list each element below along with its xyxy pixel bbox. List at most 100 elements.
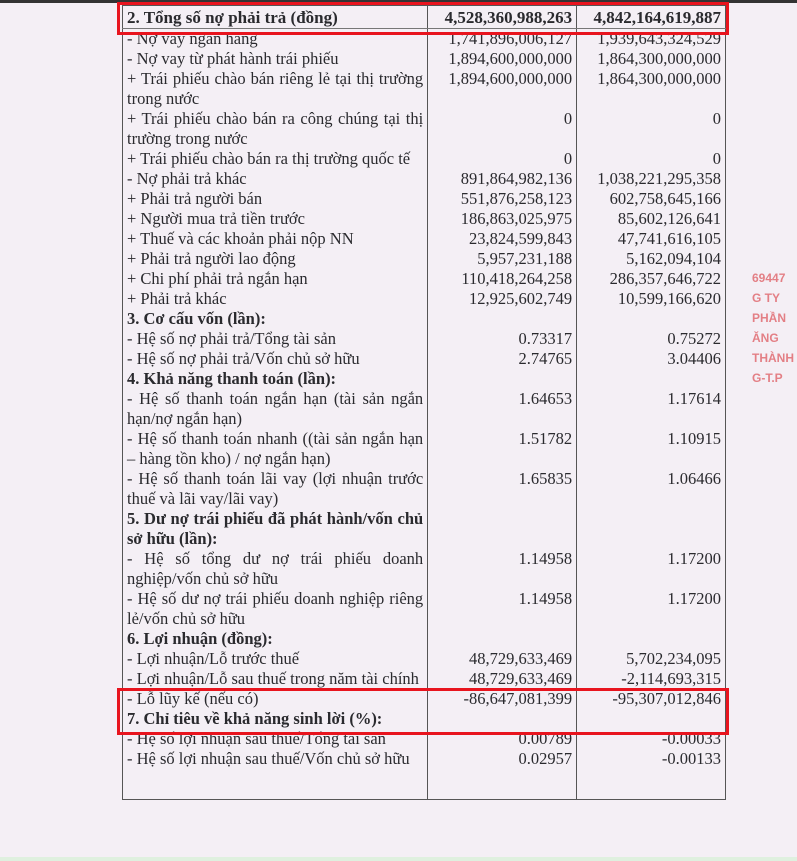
row-label: - Nợ phải trả khác — [121, 169, 429, 189]
stamp-text: G TY — [752, 291, 781, 305]
value-period-1 — [427, 629, 578, 649]
value-period-1: 4,528,360,988,263 — [427, 5, 578, 29]
row-label: - Nợ vay từ phát hành trái phiếu — [121, 49, 429, 69]
value-period-1: 891,864,982,136 — [427, 169, 578, 189]
top-bar — [0, 0, 797, 3]
value-period-1: 1.64653 — [427, 389, 578, 429]
row-label: + Trái phiếu chào bán ra thị trường quốc… — [121, 149, 429, 169]
table-row: - Nợ vay từ phát hành trái phiếu 1,894,60… — [121, 49, 726, 69]
table-row: - Hệ số tổng dư nợ trái phiếu doanh nghi… — [121, 549, 726, 589]
value-period-1: 0.73317 — [427, 329, 578, 349]
row-label: + Trái phiếu chào bán riêng lẻ tại thị t… — [121, 69, 429, 109]
value-period-2: -95,307,012,846 — [576, 689, 726, 709]
table-row: - Hệ số thanh toán ngắn hạn (tài sản ngắ… — [121, 389, 726, 429]
value-period-2: 3.04406 — [576, 349, 726, 369]
value-period-1 — [427, 309, 578, 329]
row-label: + Người mua trả tiền trước — [121, 209, 429, 229]
stamp-text: THÀNH — [752, 351, 794, 365]
table-row: + Phải trả người bán 551,876,258,123 602,7… — [121, 189, 726, 209]
value-period-1: 1.51782 — [427, 429, 578, 469]
table-bottom-spacer — [121, 769, 726, 800]
value-period-2: 1.06466 — [576, 469, 726, 509]
value-period-2 — [576, 369, 726, 389]
row-label: 5. Dư nợ trái phiếu đã phát hành/vốn chủ… — [121, 509, 429, 549]
value-period-2: 0.75272 — [576, 329, 726, 349]
table-row: + Phải trả người lao động 5,957,231,188 5,… — [121, 249, 726, 269]
table-row: - Lợi nhuận/Lỗ sau thuế trong năm tài ch… — [121, 669, 726, 689]
value-period-1: 12,925,602,749 — [427, 289, 578, 309]
table-row: - Lỗ lũy kế (nếu có) -86,647,081,399 -95,3… — [121, 689, 726, 709]
value-period-1: 1,894,600,000,000 — [427, 49, 578, 69]
table-row: - Lợi nhuận/Lỗ trước thuế 48,729,633,469 5… — [121, 649, 726, 669]
section-header-row: 5. Dư nợ trái phiếu đã phát hành/vốn chủ… — [121, 509, 726, 549]
value-period-2: 286,357,646,722 — [576, 269, 726, 289]
stamp-text: 69447 — [752, 271, 786, 285]
table-row: + Chi phí phải trả ngắn hạn 110,418,264,2… — [121, 269, 726, 289]
value-period-1: 0.02957 — [427, 749, 578, 769]
value-period-2: 47,741,616,105 — [576, 229, 726, 249]
table-row: + Thuế và các khoản phải nộp NN 23,824,59… — [121, 229, 726, 249]
value-period-1 — [427, 509, 578, 549]
row-label: - Hệ số dư nợ trái phiếu doanh nghiệp ri… — [121, 589, 429, 629]
row-label: - Hệ số lợi nhuận sau thuế/Vốn chủ sở hữ… — [121, 749, 429, 769]
total-row: 2. Tổng số nợ phải trả (đồng) 4,528,360,9… — [121, 5, 726, 29]
bottom-bar — [0, 857, 797, 861]
table-row: + Trái phiếu chào bán ra thị trường quốc… — [121, 149, 726, 169]
table-row: - Hệ số thanh toán nhanh ((tài sản ngắn … — [121, 429, 726, 469]
row-label: 7. Chỉ tiêu về khả năng sinh lời (%): — [121, 709, 429, 729]
value-period-2: 602,758,645,166 — [576, 189, 726, 209]
value-period-2: 0 — [576, 109, 726, 149]
value-period-2: 5,702,234,095 — [576, 649, 726, 669]
value-period-1: 2.74765 — [427, 349, 578, 369]
value-period-2 — [576, 629, 726, 649]
value-period-2: 85,602,126,641 — [576, 209, 726, 229]
value-period-1: 1,894,600,000,000 — [427, 69, 578, 109]
section-header-row: 4. Khả năng thanh toán (lần): — [121, 369, 726, 389]
value-period-2: 1,864,300,000,000 — [576, 49, 726, 69]
value-period-1: 48,729,633,469 — [427, 669, 578, 689]
value-period-1: 1.14958 — [427, 549, 578, 589]
empty-cell — [427, 769, 578, 800]
value-period-1: 0 — [427, 149, 578, 169]
value-period-1: 0 — [427, 109, 578, 149]
table-row: - Hệ số nợ phải trả/Tổng tài sản 0.73317 0… — [121, 329, 726, 349]
value-period-1: 48,729,633,469 — [427, 649, 578, 669]
financial-table: 2. Tổng số nợ phải trả (đồng) 4,528,360,9… — [121, 5, 726, 800]
value-period-1: -86,647,081,399 — [427, 689, 578, 709]
row-label: + Chi phí phải trả ngắn hạn — [121, 269, 429, 289]
value-period-2: 1.17200 — [576, 589, 726, 629]
section-header-row: 3. Cơ cấu vốn (lần): — [121, 309, 726, 329]
value-period-2: 1.17614 — [576, 389, 726, 429]
value-period-2: 10,599,166,620 — [576, 289, 726, 309]
company-stamp: 69447 G TY PHẦN ĂNG THÀNH G-T.P — [752, 268, 794, 388]
row-label: - Lợi nhuận/Lỗ sau thuế trong năm tài ch… — [121, 669, 429, 689]
row-label: 2. Tổng số nợ phải trả (đồng) — [121, 5, 429, 29]
empty-cell — [121, 769, 429, 800]
table-row: + Trái phiếu chào bán riêng lẻ tại thị t… — [121, 69, 726, 109]
empty-cell — [576, 769, 726, 800]
table-row: + Phải trả khác 12,925,602,749 10,599,166,… — [121, 289, 726, 309]
table-row: - Hệ số nợ phải trả/Vốn chủ sở hữu 2.7476… — [121, 349, 726, 369]
table-row: - Hệ số thanh toán lãi vay (lợi nhuận tr… — [121, 469, 726, 509]
row-label: + Phải trả người bán — [121, 189, 429, 209]
value-period-2 — [576, 709, 726, 729]
value-period-1: 551,876,258,123 — [427, 189, 578, 209]
value-period-2 — [576, 309, 726, 329]
row-label: + Phải trả người lao động — [121, 249, 429, 269]
highlight-total-liabilities — [117, 2, 729, 35]
value-period-2: 5,162,094,104 — [576, 249, 726, 269]
row-label: - Hệ số nợ phải trả/Vốn chủ sở hữu — [121, 349, 429, 369]
row-label: 3. Cơ cấu vốn (lần): — [121, 309, 429, 329]
row-label: - Hệ số thanh toán lãi vay (lợi nhuận tr… — [121, 469, 429, 509]
row-label: - Hệ số thanh toán ngắn hạn (tài sản ngắ… — [121, 389, 429, 429]
value-period-2 — [576, 509, 726, 549]
value-period-2: -0.00133 — [576, 749, 726, 769]
row-label: - Hệ số nợ phải trả/Tổng tài sản — [121, 329, 429, 349]
value-period-1 — [427, 369, 578, 389]
value-period-1: 23,824,599,843 — [427, 229, 578, 249]
value-period-2: 0 — [576, 149, 726, 169]
row-label: - Hệ số tổng dư nợ trái phiếu doanh nghi… — [121, 549, 429, 589]
row-label: + Phải trả khác — [121, 289, 429, 309]
table-row: + Trái phiếu chào bán ra công chúng tại … — [121, 109, 726, 149]
value-period-2: -2,114,693,315 — [576, 669, 726, 689]
